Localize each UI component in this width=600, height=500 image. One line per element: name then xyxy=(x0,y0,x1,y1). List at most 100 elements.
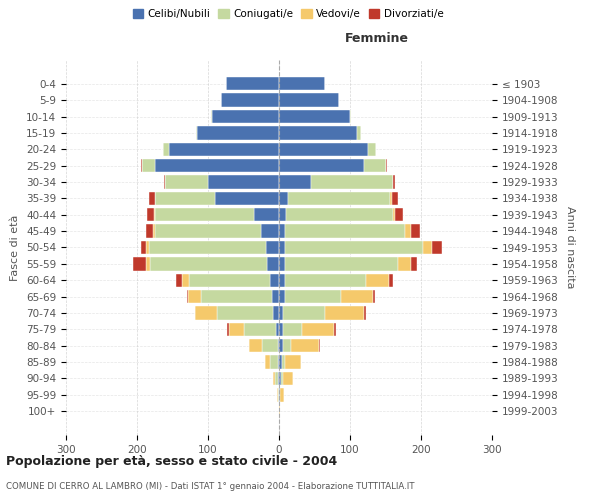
Bar xyxy=(406,224,411,238)
Bar xyxy=(155,224,261,238)
Bar xyxy=(271,274,279,287)
Bar xyxy=(283,322,302,336)
Bar xyxy=(271,356,278,369)
Bar xyxy=(411,257,417,270)
Bar xyxy=(227,322,229,336)
Legend: Celibi/Nubili, Coniugati/e, Vedovi/e, Divorziati/e: Celibi/Nubili, Coniugati/e, Vedovi/e, Di… xyxy=(128,5,448,24)
Bar xyxy=(319,339,320,352)
Bar xyxy=(279,176,311,188)
Bar xyxy=(392,176,394,188)
Bar xyxy=(146,224,154,238)
Bar xyxy=(291,339,319,352)
Bar xyxy=(423,241,431,254)
Bar xyxy=(188,290,201,304)
Bar xyxy=(279,404,280,418)
Bar xyxy=(341,290,373,304)
Bar xyxy=(146,241,149,254)
Bar xyxy=(311,176,392,188)
Bar xyxy=(302,322,334,336)
Bar xyxy=(212,110,279,123)
Bar xyxy=(196,126,197,140)
Bar xyxy=(350,110,352,123)
Bar xyxy=(386,159,387,172)
Text: Femmine: Femmine xyxy=(345,32,409,45)
Bar xyxy=(279,224,284,238)
Bar xyxy=(155,192,215,205)
Bar xyxy=(283,372,293,385)
Bar xyxy=(286,208,392,222)
Bar xyxy=(141,159,142,172)
Bar xyxy=(197,126,279,140)
Bar xyxy=(267,257,279,270)
Bar xyxy=(279,241,284,254)
Bar xyxy=(150,257,267,270)
Bar xyxy=(195,306,217,320)
Bar xyxy=(211,110,212,123)
Bar xyxy=(283,339,291,352)
Bar xyxy=(279,274,284,287)
Bar xyxy=(187,290,188,304)
Bar xyxy=(277,388,278,402)
Bar xyxy=(279,356,282,369)
Bar xyxy=(249,339,262,352)
Bar xyxy=(279,257,284,270)
Bar xyxy=(149,192,155,205)
Bar xyxy=(367,274,389,287)
Bar xyxy=(364,306,365,320)
Bar xyxy=(261,224,279,238)
Bar xyxy=(163,142,169,156)
Bar xyxy=(389,274,392,287)
Bar xyxy=(284,274,367,287)
Bar xyxy=(287,192,391,205)
Bar xyxy=(164,176,166,188)
Bar xyxy=(194,306,195,320)
Bar xyxy=(392,208,395,222)
Bar xyxy=(334,322,336,336)
Bar xyxy=(176,274,182,287)
Bar xyxy=(284,290,341,304)
Bar xyxy=(281,372,283,385)
Bar xyxy=(217,306,274,320)
Bar xyxy=(272,372,275,385)
Bar xyxy=(272,290,279,304)
Bar xyxy=(189,274,271,287)
Bar xyxy=(279,110,350,123)
Bar xyxy=(391,192,392,205)
Bar xyxy=(431,241,442,254)
Bar xyxy=(279,388,280,402)
Bar xyxy=(182,274,189,287)
Bar xyxy=(283,306,325,320)
Bar xyxy=(278,388,279,402)
Bar xyxy=(146,257,150,270)
Bar xyxy=(279,159,364,172)
Bar xyxy=(278,372,279,385)
Bar xyxy=(286,356,301,369)
Bar xyxy=(142,159,155,172)
Bar xyxy=(279,306,283,320)
Bar xyxy=(279,142,368,156)
Bar xyxy=(226,77,279,90)
Bar xyxy=(279,126,357,140)
Bar xyxy=(284,257,398,270)
Y-axis label: Fasce di età: Fasce di età xyxy=(10,214,20,280)
Bar xyxy=(279,77,325,90)
Bar xyxy=(140,241,146,254)
Bar xyxy=(244,322,276,336)
Bar xyxy=(284,241,423,254)
Bar xyxy=(392,192,398,205)
Bar xyxy=(155,208,254,222)
Bar xyxy=(262,339,278,352)
Bar xyxy=(215,192,279,205)
Bar xyxy=(280,388,284,402)
Bar xyxy=(221,94,279,107)
Bar xyxy=(147,208,154,222)
Bar xyxy=(279,192,287,205)
Bar xyxy=(201,290,272,304)
Bar xyxy=(373,290,375,304)
Bar xyxy=(155,159,279,172)
Bar xyxy=(411,224,419,238)
Bar xyxy=(279,372,281,385)
Bar xyxy=(279,339,283,352)
Bar xyxy=(394,176,395,188)
Bar xyxy=(279,94,340,107)
